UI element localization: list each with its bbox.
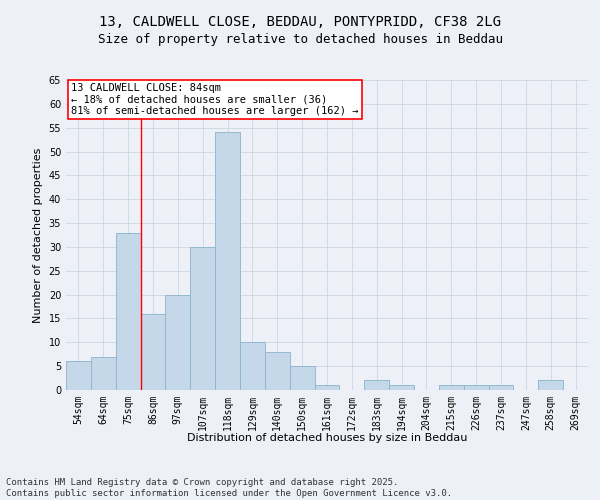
Bar [439, 385, 464, 390]
Bar [140, 314, 166, 390]
Text: Size of property relative to detached houses in Beddau: Size of property relative to detached ho… [97, 34, 503, 46]
Bar [364, 380, 389, 390]
Text: 13 CALDWELL CLOSE: 84sqm
← 18% of detached houses are smaller (36)
81% of semi-d: 13 CALDWELL CLOSE: 84sqm ← 18% of detach… [71, 83, 359, 116]
Bar [116, 232, 140, 390]
Bar [265, 352, 290, 390]
Bar [215, 132, 240, 390]
Bar [464, 385, 488, 390]
Bar [166, 294, 190, 390]
Bar [389, 385, 414, 390]
Bar [66, 362, 91, 390]
Bar [314, 385, 340, 390]
Y-axis label: Number of detached properties: Number of detached properties [33, 148, 43, 322]
Text: Contains HM Land Registry data © Crown copyright and database right 2025.
Contai: Contains HM Land Registry data © Crown c… [6, 478, 452, 498]
Bar [240, 342, 265, 390]
Bar [290, 366, 314, 390]
Bar [91, 356, 116, 390]
Bar [488, 385, 514, 390]
Text: 13, CALDWELL CLOSE, BEDDAU, PONTYPRIDD, CF38 2LG: 13, CALDWELL CLOSE, BEDDAU, PONTYPRIDD, … [99, 15, 501, 29]
Bar [190, 247, 215, 390]
Bar [538, 380, 563, 390]
X-axis label: Distribution of detached houses by size in Beddau: Distribution of detached houses by size … [187, 433, 467, 443]
